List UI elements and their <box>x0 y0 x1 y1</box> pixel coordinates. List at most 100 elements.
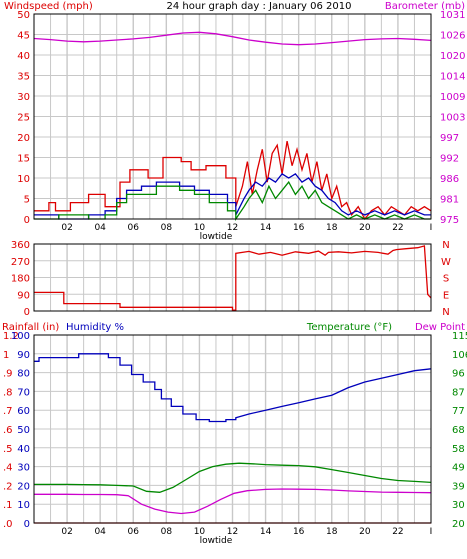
rainfall-tick-label: .0 <box>3 519 13 530</box>
windspeed-tick-label: 40 <box>17 51 30 62</box>
x-tick-label: I <box>430 223 433 233</box>
x-annotation-label: lowtide <box>200 536 233 546</box>
direction-tick-label: 0 <box>24 307 30 318</box>
direction-tick-label: 90 <box>17 290 30 301</box>
x-tick-label: 20 <box>359 223 371 233</box>
temperature-tick-label: 68 <box>452 425 465 436</box>
compass-tick-label: W <box>441 257 451 268</box>
x-tick-label: 22 <box>392 527 403 537</box>
barometer-tick-label: 997 <box>440 133 459 144</box>
humidity-tick-label: 100 <box>11 331 30 342</box>
humidity-tick-label: 40 <box>17 444 30 455</box>
chart-title: 24 hour graph day : January 06 2010 <box>167 1 352 12</box>
x-tick-label: 02 <box>61 527 72 537</box>
temperature-tick-label: 96 <box>452 369 465 380</box>
humidity-tick-label: 0 <box>24 519 30 530</box>
humidity-temperature-panel: .0 .1 .2 .4 .5 .6 .7 .8 .9 1 1.2 0 10 20 30 40 50 60 70 80 9… <box>3 331 467 546</box>
temperature-axis-title: Temperature (°F) <box>306 322 392 333</box>
windspeed-tick-label: 15 <box>17 154 30 165</box>
direction-tick-label: 270 <box>11 257 30 268</box>
rainfall-tick-label: .2 <box>3 481 13 492</box>
barometer-tick-label: 1020 <box>440 51 465 62</box>
windspeed-tick-label: 0 <box>24 215 30 226</box>
x-tick-label: 20 <box>359 527 371 537</box>
x-tick-label: 22 <box>392 223 403 233</box>
compass-tick-label: E <box>443 290 449 301</box>
plot-frame <box>33 334 432 524</box>
x-tick-label: 06 <box>128 527 140 537</box>
rainfall-tick-label: .7 <box>3 406 13 417</box>
barometer-tick-label: 981 <box>440 195 459 206</box>
humidity-tick-label: 30 <box>17 463 30 474</box>
direction-tick-label: 180 <box>11 274 30 285</box>
series-temperature <box>34 462 432 493</box>
windspeed-tick-label: 5 <box>24 195 30 206</box>
series-barometer <box>33 31 432 46</box>
x-tick-label: 06 <box>128 223 140 233</box>
x-tick-label: 14 <box>260 527 272 537</box>
barometer-tick-label: 1009 <box>440 92 465 103</box>
x-tick-label: 10 <box>194 527 206 537</box>
humidity-tick-label: 80 <box>17 369 30 380</box>
windspeed-tick-label: 25 <box>17 113 30 124</box>
temperature-tick-label: 58 <box>452 444 465 455</box>
humidity-tick-label: 50 <box>17 425 30 436</box>
x-tick-label: 04 <box>94 527 106 537</box>
windspeed-tick-label: 30 <box>17 92 30 103</box>
windspeed-axis-title: Windspeed (mph) <box>4 1 93 12</box>
x-tick-label: 14 <box>260 223 272 233</box>
barometer-tick-label: 992 <box>440 154 459 165</box>
rainfall-axis-title: Rainfall (in) <box>2 322 59 333</box>
rainfall-tick-label: 1.2 <box>3 331 19 342</box>
humidity-tick-label: 20 <box>17 481 30 492</box>
humidity-tick-label: 10 <box>17 500 30 511</box>
barometer-tick-label: 1031 <box>440 10 465 21</box>
x-tick-label: 04 <box>94 223 106 233</box>
x-tick-label: 18 <box>326 527 338 537</box>
humidity-axis-title: Humidity % <box>66 322 124 333</box>
rainfall-tick-label: .9 <box>3 369 13 380</box>
rainfall-tick-label: 1 <box>3 350 9 361</box>
compass-tick-label: N <box>442 240 449 251</box>
barometer-tick-label: 1026 <box>440 31 465 42</box>
plot-frame <box>33 13 432 220</box>
humidity-tick-label: 60 <box>17 406 30 417</box>
series-humidity <box>34 353 432 423</box>
windspeed-tick-label: 10 <box>17 174 30 185</box>
windspeed-tick-label: 35 <box>17 72 30 83</box>
rainfall-tick-label: .6 <box>3 425 13 436</box>
rainfall-tick-label: .4 <box>3 463 13 474</box>
series-wind_avg <box>34 180 431 222</box>
x-tick-label: 02 <box>61 223 72 233</box>
barometer-tick-label: 1003 <box>440 113 465 124</box>
x-tick-label: 10 <box>194 223 206 233</box>
humidity-tick-label: 90 <box>17 350 30 361</box>
compass-tick-label: N <box>442 307 449 318</box>
series-gust_avg <box>34 173 431 220</box>
temperature-tick-label: 20 <box>452 519 465 530</box>
x-tick-label: 08 <box>161 527 173 537</box>
wind-barometer-panel: 0 5 10 15 20 25 30 35 40 45 50 975 981 986 992 997 1003 1… <box>17 10 465 242</box>
barometer-tick-label: 1014 <box>440 72 465 83</box>
rainfall-tick-label: .5 <box>3 444 13 455</box>
humidity-tick-label: 70 <box>17 387 30 398</box>
windspeed-tick-label: 50 <box>17 10 30 21</box>
temperature-tick-label: 115 <box>452 331 467 342</box>
x-tick-label: 16 <box>293 527 305 537</box>
barometer-axis-title: Barometer (mb) <box>385 1 465 12</box>
compass-tick-label: S <box>443 274 449 285</box>
x-tick-label: 16 <box>293 223 305 233</box>
barometer-tick-label: 986 <box>440 174 459 185</box>
x-tick-label: 18 <box>326 223 338 233</box>
rainfall-tick-label: .1 <box>3 500 13 511</box>
rainfall-tick-label: .8 <box>3 387 13 398</box>
temperature-tick-label: 106 <box>452 350 467 361</box>
barometer-tick-label: 975 <box>440 215 459 226</box>
x-annotation-label: lowtide <box>200 232 233 242</box>
direction-tick-label: 360 <box>11 240 30 251</box>
x-tick-label: 12 <box>227 527 238 537</box>
temperature-tick-label: 39 <box>452 481 465 492</box>
